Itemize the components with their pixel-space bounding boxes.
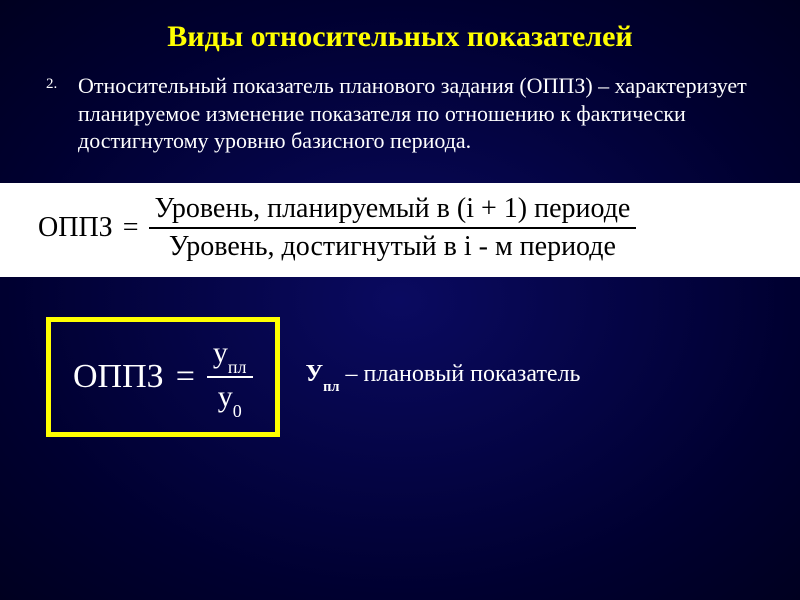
formula1-denominator: Уровень, достигнутый в i - м периоде (163, 229, 622, 263)
formula2-denominator: у0 (212, 378, 248, 418)
formula1-fraction: Уровень, планируемый в (i + 1) периоде У… (149, 193, 637, 263)
legend-dash: – (340, 361, 364, 387)
body-text: Относительный показатель планового задан… (78, 72, 760, 155)
formula-text: ОППЗ = Уровень, планируемый в (i + 1) пе… (14, 193, 786, 263)
formula-symbolic-box: ОППЗ = упл у0 (46, 317, 280, 437)
lower-row: ОППЗ = упл у0 Упл – плановый показатель (40, 317, 760, 437)
formula-text-box: ОППЗ = Уровень, планируемый в (i + 1) пе… (0, 183, 800, 277)
formula2-den-base: у (218, 380, 233, 413)
formula2-num-sub: пл (228, 357, 247, 377)
slide-container: Виды относительных показателей 2. Относи… (0, 0, 800, 600)
formula2-lhs: ОППЗ (73, 358, 164, 396)
formula1-eq: = (123, 212, 139, 244)
legend-symbol-sub: пл (323, 379, 339, 395)
formula2-numerator: упл (207, 336, 253, 376)
formula1-lhs: ОППЗ (38, 212, 113, 244)
list-number: 2. (46, 72, 64, 93)
legend-symbol-base: У (306, 361, 324, 387)
formula2-den-sub: 0 (233, 401, 242, 421)
formula2-eq: = (176, 358, 195, 396)
body-row: 2. Относительный показатель планового за… (40, 72, 760, 155)
formula2-fraction: упл у0 (207, 336, 253, 418)
legend-text: Упл – плановый показатель (306, 361, 581, 392)
slide-title: Виды относительных показателей (40, 20, 760, 54)
formula1-numerator: Уровень, планируемый в (i + 1) периоде (149, 193, 637, 227)
formula2-num-base: у (213, 336, 228, 369)
legend-desc: плановый показатель (364, 361, 581, 387)
